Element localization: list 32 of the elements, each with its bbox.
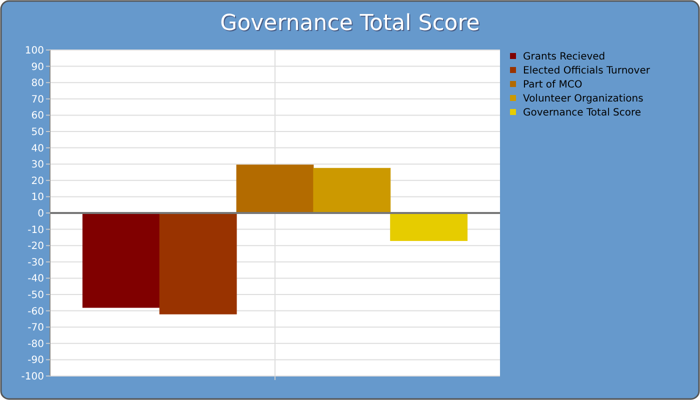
y-tick-label: 0 xyxy=(38,208,44,220)
y-tick-label: 20 xyxy=(31,176,44,187)
chart-title: Governance Total Score xyxy=(221,12,481,37)
bar xyxy=(159,212,237,314)
bar xyxy=(82,212,160,308)
y-tick-label: -80 xyxy=(28,338,44,350)
y-tick-label: 60 xyxy=(31,110,44,122)
y-tick-label: -10 xyxy=(28,224,44,236)
y-tick-label: 70 xyxy=(31,94,44,106)
y-tick-label: 10 xyxy=(31,192,44,204)
legend-label: Grants Recieved xyxy=(523,52,606,62)
y-tick-label: -20 xyxy=(28,241,44,252)
y-tick-label: -90 xyxy=(28,355,44,366)
legend-label: Volunteer Organizations xyxy=(523,94,644,104)
legend-label: Elected Officials Turnover xyxy=(523,66,651,76)
bar xyxy=(236,164,314,214)
y-tick-label: 80 xyxy=(31,78,44,90)
y-tick-label: 90 xyxy=(31,62,44,73)
y-tick-label: -60 xyxy=(28,306,44,318)
bar xyxy=(313,168,391,214)
y-tick-label: 100 xyxy=(24,46,44,56)
y-tick-label: -40 xyxy=(28,274,44,285)
y-tick-label: -100 xyxy=(21,372,44,382)
y-tick-label: -70 xyxy=(28,322,44,334)
y-tick-label: -30 xyxy=(28,257,44,268)
legend-label: Part of MCO xyxy=(523,80,582,90)
y-tick-label: 50 xyxy=(31,127,44,138)
bar xyxy=(390,212,468,241)
y-tick-label: -50 xyxy=(28,290,44,301)
y-tick-label: 40 xyxy=(31,143,44,154)
y-tick-label: 30 xyxy=(31,160,44,171)
legend-label: Governance Total Score xyxy=(523,108,642,118)
